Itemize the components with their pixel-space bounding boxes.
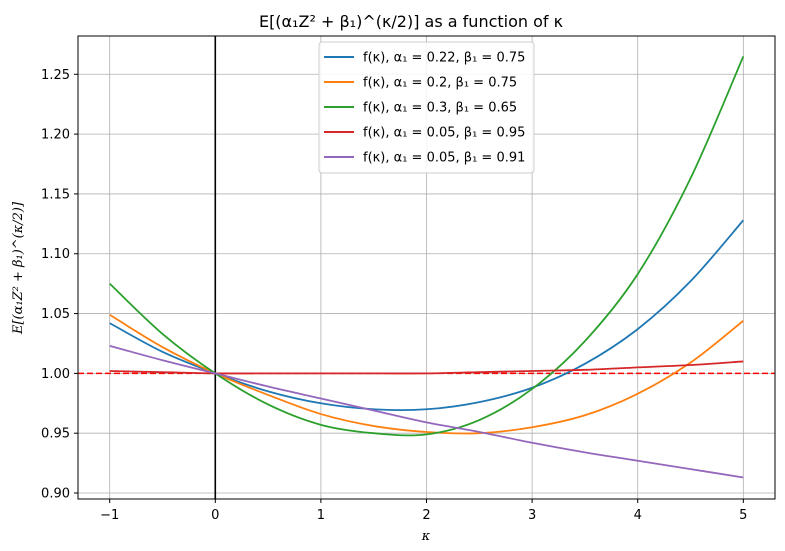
x-axis-label: κ [421, 529, 431, 544]
chart-title: E[(α₁Z² + β₁)^(κ/2)] as a function of κ [259, 12, 564, 31]
legend-label-3: f(κ), α₁ = 0.3, β₁ = 0.65 [363, 101, 517, 116]
y-tick-label: 0.90 [41, 487, 70, 502]
axis-ticks: −1 0 1 2 3 4 5 0.90 0.95 1.00 1.05 1.10 1.15 1.20 1.25 [41, 68, 747, 523]
series-lines [109, 55, 745, 479]
reference-lines [78, 36, 775, 499]
x-tick-label: 0 [211, 508, 219, 523]
legend-box [318, 41, 535, 174]
y-tick-label: 0.95 [41, 427, 70, 442]
legend-label-2: f(κ), α₁ = 0.2, β₁ = 0.75 [363, 76, 517, 91]
y-tick-label: 1.00 [41, 367, 70, 382]
x-tick-label: −1 [100, 508, 119, 523]
legend-label-5: f(κ), α₁ = 0.05, β₁ = 0.91 [363, 151, 525, 166]
legend-items: f(κ), α₁ = 0.22, β₁ = 0.75 f(κ), α₁ = 0.2… [324, 51, 525, 166]
y-tick-label: 1.15 [41, 187, 70, 202]
series-line-5 [109, 344, 744, 479]
x-tick-label: 4 [634, 508, 642, 523]
y-tick-label: 1.10 [41, 247, 70, 262]
x-tick-label: 1 [317, 508, 325, 523]
legend: f(κ), α₁ = 0.22, β₁ = 0.75 f(κ), α₁ = 0.2… [318, 41, 535, 174]
x-tick-label: 2 [422, 508, 430, 523]
y-axis-label: E[(α₁Z² + β₁)^(κ/2)] [11, 201, 26, 335]
y-tick-label: 1.25 [41, 68, 70, 83]
y-tick-label: 1.20 [41, 128, 70, 143]
legend-label-4: f(κ), α₁ = 0.05, β₁ = 0.95 [363, 126, 525, 141]
x-tick-label: 3 [528, 508, 536, 523]
x-tick-label: 5 [739, 508, 747, 523]
legend-label-1: f(κ), α₁ = 0.22, β₁ = 0.75 [363, 51, 525, 66]
y-tick-label: 1.05 [41, 307, 70, 322]
